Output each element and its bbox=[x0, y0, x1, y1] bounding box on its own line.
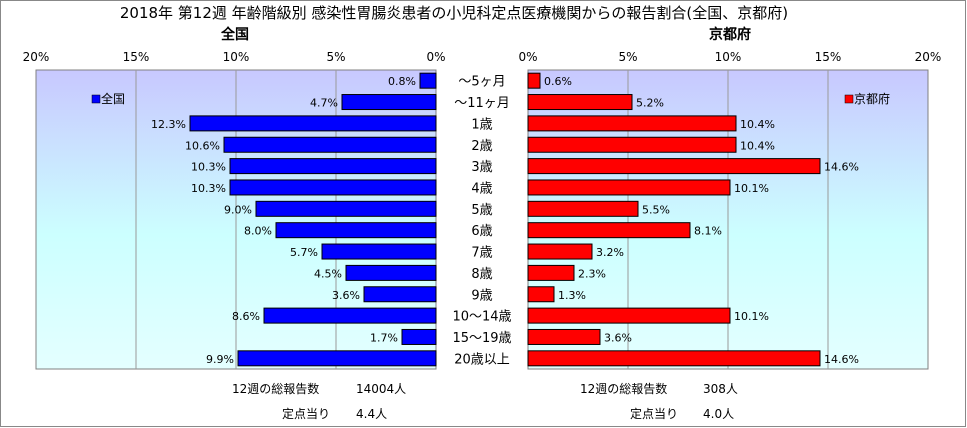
left-data-label: 0.8% bbox=[388, 75, 416, 88]
right-data-label: 10.4% bbox=[740, 118, 775, 131]
left-per-value: 4.4人 bbox=[356, 407, 387, 421]
category-label: 6歳 bbox=[471, 224, 492, 239]
left-data-label: 4.5% bbox=[314, 267, 342, 280]
category-label: 4歳 bbox=[471, 181, 492, 196]
left-data-label: 10.6% bbox=[185, 139, 220, 152]
right-bar bbox=[527, 179, 731, 196]
legend-swatch-zenkoku bbox=[91, 94, 101, 104]
left-tick-label: 10% bbox=[223, 50, 250, 64]
right-data-label: 3.2% bbox=[596, 246, 624, 259]
left-per-label: 定点当り bbox=[282, 406, 330, 421]
right-bar bbox=[527, 200, 639, 217]
right-bar bbox=[527, 264, 575, 281]
left-data-label: 1.7% bbox=[370, 331, 398, 344]
right-data-label: 14.6% bbox=[824, 353, 859, 366]
right-per-value: 4.0人 bbox=[703, 407, 734, 421]
right-bar bbox=[527, 350, 821, 367]
left-bar bbox=[229, 179, 437, 196]
left-data-label: 4.7% bbox=[310, 97, 338, 110]
category-label: 10～14歳 bbox=[452, 310, 511, 325]
category-label: 3歳 bbox=[471, 160, 492, 175]
right-bar bbox=[527, 94, 633, 111]
category-label: 7歳 bbox=[471, 246, 492, 261]
left-bar bbox=[345, 264, 437, 281]
legend-label-zenkoku: 全国 bbox=[101, 91, 125, 106]
left-total-label: 12週の総報告数 bbox=[232, 381, 319, 396]
left-data-label: 10.3% bbox=[191, 182, 226, 195]
left-bar bbox=[401, 328, 437, 345]
right-tick-label: 20% bbox=[915, 50, 942, 64]
category-label: 5歳 bbox=[471, 203, 492, 218]
right-data-label: 0.6% bbox=[544, 75, 572, 88]
legend-swatch-kyoto bbox=[844, 94, 854, 104]
right-bar bbox=[527, 72, 541, 89]
left-bar bbox=[189, 115, 437, 132]
right-bar bbox=[527, 115, 737, 132]
right-bar bbox=[527, 222, 691, 239]
left-bar bbox=[321, 243, 437, 260]
category-label: ～5ヶ月 bbox=[458, 75, 505, 90]
right-tick-label: 5% bbox=[618, 50, 637, 64]
left-data-label: 3.6% bbox=[332, 289, 360, 302]
right-data-label: 5.5% bbox=[642, 203, 670, 216]
right-data-label: 1.3% bbox=[558, 289, 586, 302]
right-tick-label: 15% bbox=[815, 50, 842, 64]
left-bar bbox=[237, 350, 437, 367]
left-bar bbox=[363, 286, 437, 303]
left-tick-label: 20% bbox=[23, 50, 50, 64]
left-tick-label: 5% bbox=[326, 50, 345, 64]
left-data-label: 5.7% bbox=[290, 246, 318, 259]
category-label: 15～19歳 bbox=[452, 331, 511, 346]
left-bar bbox=[263, 307, 437, 324]
left-data-label: 9.0% bbox=[224, 203, 252, 216]
right-bar bbox=[527, 307, 731, 324]
right-data-label: 3.6% bbox=[604, 331, 632, 344]
right-data-label: 8.1% bbox=[694, 225, 722, 238]
right-total-label: 12週の総報告数 bbox=[580, 381, 667, 396]
left-tick-label: 0% bbox=[426, 50, 445, 64]
category-label: 20歳以上 bbox=[454, 352, 510, 367]
left-bar bbox=[341, 94, 437, 111]
right-bar bbox=[527, 328, 601, 345]
right-data-label: 10.1% bbox=[734, 310, 769, 323]
left-bar bbox=[223, 136, 437, 153]
right-data-label: 10.4% bbox=[740, 139, 775, 152]
right-panel-title: 京都府 bbox=[709, 26, 751, 43]
left-bar bbox=[255, 200, 437, 217]
category-label: 9歳 bbox=[471, 288, 492, 303]
left-data-label: 12.3% bbox=[151, 118, 186, 131]
right-bar bbox=[527, 243, 593, 260]
left-data-label: 8.0% bbox=[244, 225, 272, 238]
left-data-label: 9.9% bbox=[206, 353, 234, 366]
category-label: ～11ヶ月 bbox=[454, 96, 510, 111]
left-bar bbox=[419, 72, 437, 89]
category-label: 2歳 bbox=[471, 139, 492, 154]
right-data-label: 2.3% bbox=[578, 267, 606, 280]
right-data-label: 14.6% bbox=[824, 161, 859, 174]
category-label: 1歳 bbox=[471, 117, 492, 132]
left-bar bbox=[275, 222, 437, 239]
legend-label-kyoto: 京都府 bbox=[854, 91, 890, 106]
left-data-label: 10.3% bbox=[191, 161, 226, 174]
right-data-label: 10.1% bbox=[734, 182, 769, 195]
right-bar bbox=[527, 286, 555, 303]
left-total-value: 14004人 bbox=[356, 382, 406, 396]
right-bar bbox=[527, 158, 821, 175]
left-tick-label: 15% bbox=[123, 50, 150, 64]
chart-title: 2018年 第12週 年齢階級別 感染性胃腸炎患者の小児科定点医療機関からの報告… bbox=[120, 4, 788, 22]
left-bar bbox=[229, 158, 437, 175]
right-bar bbox=[527, 136, 737, 153]
left-panel-title: 全国 bbox=[220, 26, 249, 43]
plot-layer: 20% 15% 10% 5% 0% 0% 5% 10% 15% 20% 0.8% 0.6% ～5ヶ月 4.… bbox=[23, 50, 942, 370]
right-data-label: 5.2% bbox=[636, 97, 664, 110]
right-tick-label: 0% bbox=[518, 50, 537, 64]
right-tick-label: 10% bbox=[715, 50, 742, 64]
category-label: 8歳 bbox=[471, 267, 492, 282]
right-per-label: 定点当り bbox=[630, 406, 678, 421]
right-total-value: 308人 bbox=[703, 382, 738, 396]
left-data-label: 8.6% bbox=[232, 310, 260, 323]
